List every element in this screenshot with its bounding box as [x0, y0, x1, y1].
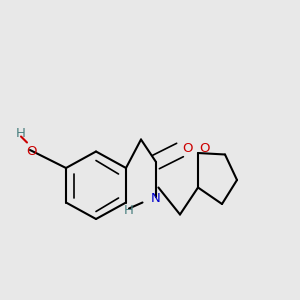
Text: O: O — [182, 142, 193, 155]
Text: H: H — [16, 127, 26, 140]
Text: O: O — [26, 145, 37, 158]
Text: N: N — [151, 191, 161, 205]
Text: H: H — [124, 203, 134, 217]
Text: O: O — [199, 142, 209, 155]
